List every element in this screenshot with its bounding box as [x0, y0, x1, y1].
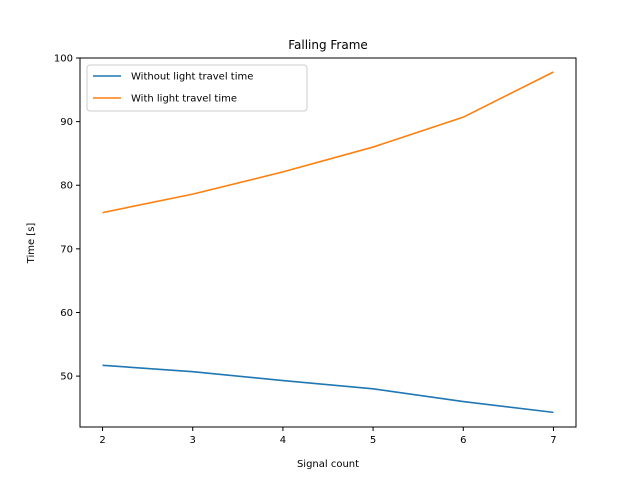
y-tick-label: 90 — [60, 117, 73, 128]
legend-box — [86, 64, 308, 112]
y-tick-label: 80 — [60, 181, 73, 192]
legend-label-1: With light travel time — [131, 94, 237, 105]
legend: Without light travel time With light trav… — [86, 64, 308, 112]
x-tick-label: 6 — [460, 435, 466, 446]
x-tick-label: 2 — [99, 435, 105, 446]
series-line-1 — [102, 71, 554, 214]
y-tick-label: 60 — [60, 308, 73, 319]
x-tick-label: 7 — [550, 435, 556, 446]
y-axis-label: Time [s] — [26, 223, 37, 265]
chart-title: Falling Frame — [288, 38, 368, 52]
legend-label-0: Without light travel time — [131, 72, 253, 83]
x-axis-label: Signal count — [297, 459, 359, 470]
y-tick-label: 50 — [60, 372, 73, 383]
x-tick-label: 4 — [280, 435, 286, 446]
series-layer — [102, 71, 554, 414]
x-tick-label: 5 — [370, 435, 376, 446]
y-tick-label: 100 — [54, 54, 73, 65]
y-axis-ticks: 50 60 70 80 90 100 — [54, 54, 80, 383]
axes-frame — [79, 57, 577, 428]
x-tick-label: 3 — [190, 435, 196, 446]
x-axis-ticks: 2 3 4 5 6 7 — [99, 427, 557, 446]
y-tick-label: 70 — [60, 244, 73, 255]
series-line-0 — [102, 364, 554, 414]
